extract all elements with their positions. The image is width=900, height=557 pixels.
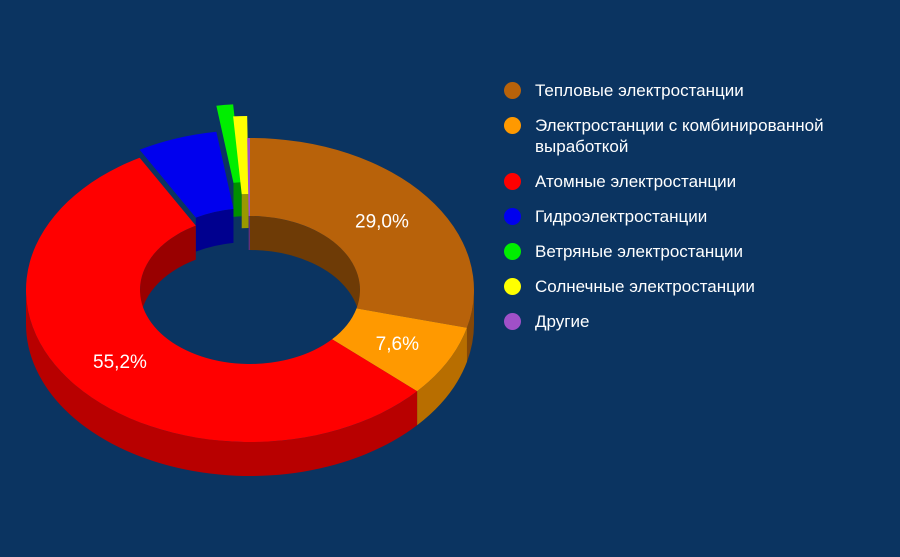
legend-label: Тепловые электростанции	[535, 81, 744, 100]
chart-legend: Тепловые электростанции Электростанции с…	[500, 80, 890, 346]
slice-side	[26, 290, 418, 477]
legend-label: Гидроэлектростанции	[535, 207, 708, 226]
legend-marker	[504, 117, 521, 134]
slice-inner-wall	[140, 225, 196, 324]
legend-label: Электростанции с комбинированной выработ…	[535, 116, 824, 156]
slice-top	[25, 157, 418, 443]
slice-inner-wall	[241, 194, 249, 229]
legend-item: Гидроэлектростанции	[500, 206, 890, 227]
slice-top	[247, 138, 250, 217]
legend-marker	[504, 243, 521, 260]
slice-top	[139, 131, 234, 218]
data-label: 55,2%	[93, 352, 147, 373]
legend-item: Другие	[500, 311, 890, 332]
legend-item: Ветряные электростанции	[500, 241, 890, 262]
legend-marker	[504, 173, 521, 190]
legend-label: Другие	[535, 312, 590, 331]
legend-label: Ветряные электростанции	[535, 242, 743, 261]
slice-inner-wall	[195, 208, 234, 252]
legend-item: Электростанции с комбинированной выработ…	[500, 115, 890, 157]
legend-marker	[504, 82, 521, 99]
slice-top	[250, 138, 475, 328]
slice-top	[332, 308, 467, 392]
legend-item: Солнечные электростанции	[500, 276, 890, 297]
legend-item: Атомные электростанции	[500, 171, 890, 192]
legend-label: Солнечные электростанции	[535, 277, 755, 296]
slice-side	[417, 327, 467, 426]
slice-inner-wall	[248, 216, 250, 251]
legend-marker	[504, 313, 521, 330]
slice-inner-wall	[233, 182, 242, 217]
data-label: 7,6%	[376, 334, 419, 355]
legend-item: Тепловые электростанции	[500, 80, 890, 101]
slice-top	[233, 116, 249, 195]
slice-inner-wall	[250, 216, 360, 324]
legend-marker	[504, 278, 521, 295]
data-label: 29,0%	[355, 212, 409, 233]
legend-marker	[504, 208, 521, 225]
legend-label: Атомные электростанции	[535, 172, 737, 191]
slice-side	[466, 290, 474, 362]
slice-top	[216, 104, 242, 183]
